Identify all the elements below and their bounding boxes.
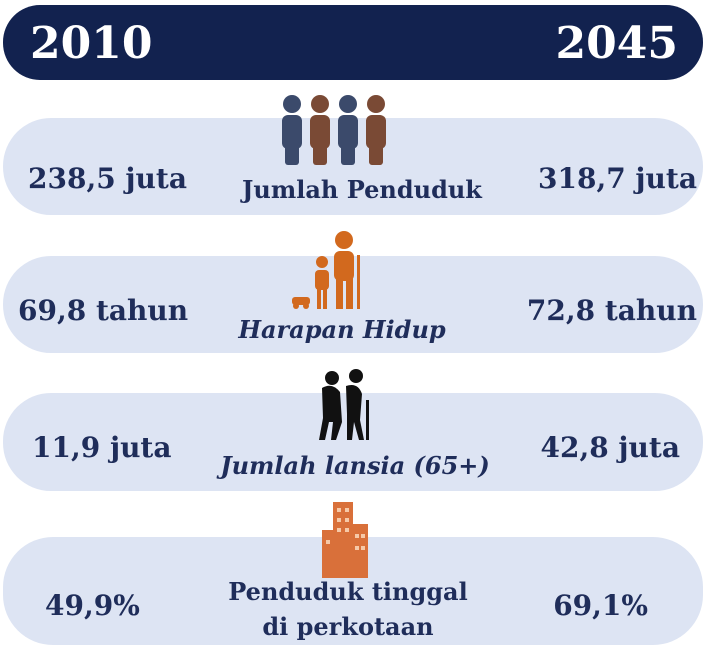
year-left: 2010 [30,18,152,69]
urban-icon [322,502,368,578]
value-2010: 49,9% [45,589,140,622]
row-background [3,393,703,491]
row-background [3,537,703,645]
value-2045: 72,8 tahun [527,294,697,327]
year-right: 2045 [556,18,678,69]
life-expectancy-icon [292,231,360,309]
row-label: Harapan Hidup [237,315,446,344]
elderly-icon [319,369,369,440]
value-2045: 69,1% [553,589,648,622]
people-icon [282,95,386,165]
value-2010: 69,8 tahun [18,294,188,327]
row-label: Penduduk tinggal [228,577,467,606]
row-label: Jumlah lansia (65+) [216,451,490,480]
row-background [3,118,703,215]
value-2010: 238,5 juta [28,162,187,195]
row-label: Jumlah Penduduk [240,175,483,204]
value-2045: 42,8 juta [540,431,680,464]
row-label: di perkotaan [262,612,433,641]
value-2010: 11,9 juta [32,431,172,464]
header-bar [3,5,703,80]
value-2045: 318,7 juta [538,162,697,195]
